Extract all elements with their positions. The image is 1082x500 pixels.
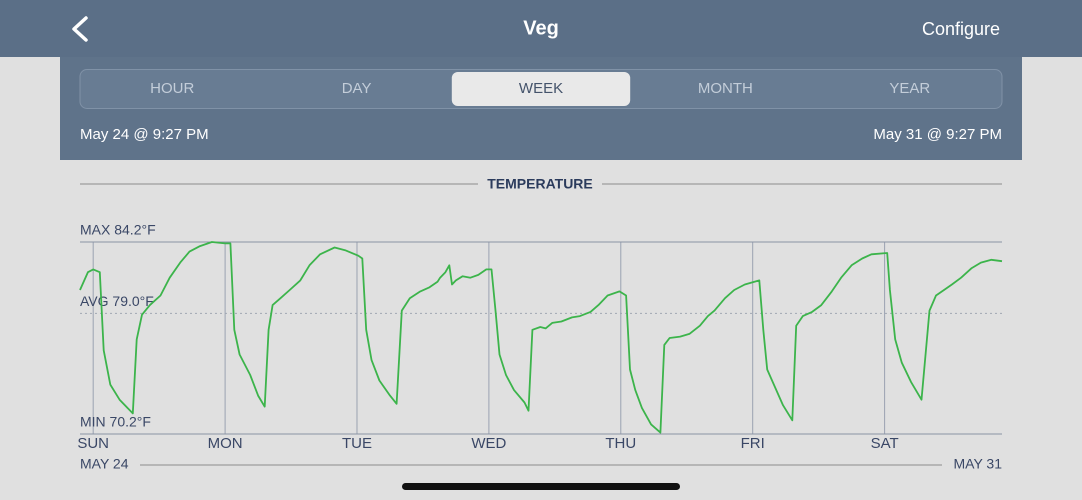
x-tick-label: SAT bbox=[871, 435, 899, 452]
chart-title: TEMPERATURE bbox=[487, 176, 593, 192]
x-tick-label: MON bbox=[208, 435, 243, 452]
temperature-line bbox=[79, 241, 1003, 434]
tab-selected-bg bbox=[451, 72, 631, 106]
tab[interactable]: WEEK bbox=[519, 80, 563, 97]
range-start: May 24 @ 9:27 PM bbox=[80, 126, 209, 143]
tab[interactable]: HOUR bbox=[150, 80, 194, 97]
tab[interactable]: DAY bbox=[342, 80, 372, 97]
range-end: May 31 @ 9:27 PM bbox=[873, 126, 1002, 143]
header-bar bbox=[0, 0, 1082, 57]
y-tick-label: MAX 84.2°F bbox=[80, 222, 156, 238]
x-tick-label: FRI bbox=[741, 435, 765, 452]
back-button[interactable] bbox=[72, 16, 88, 42]
y-tick-label: AVG 79.0°F bbox=[80, 293, 154, 309]
configure-button[interactable]: Configure bbox=[922, 19, 1000, 39]
x-tick-label: TUE bbox=[342, 435, 372, 452]
x-end-label: MAY 31 bbox=[953, 456, 1002, 472]
tab[interactable]: MONTH bbox=[698, 80, 753, 97]
tab[interactable]: YEAR bbox=[889, 80, 930, 97]
x-tick-label: THU bbox=[605, 435, 636, 452]
x-start-label: MAY 24 bbox=[80, 456, 129, 472]
y-tick-label: MIN 70.2°F bbox=[80, 414, 151, 430]
x-tick-label: SUN bbox=[77, 435, 109, 452]
header-title: Veg bbox=[523, 17, 559, 39]
home-indicator bbox=[402, 483, 680, 490]
x-tick-label: WED bbox=[471, 435, 506, 452]
